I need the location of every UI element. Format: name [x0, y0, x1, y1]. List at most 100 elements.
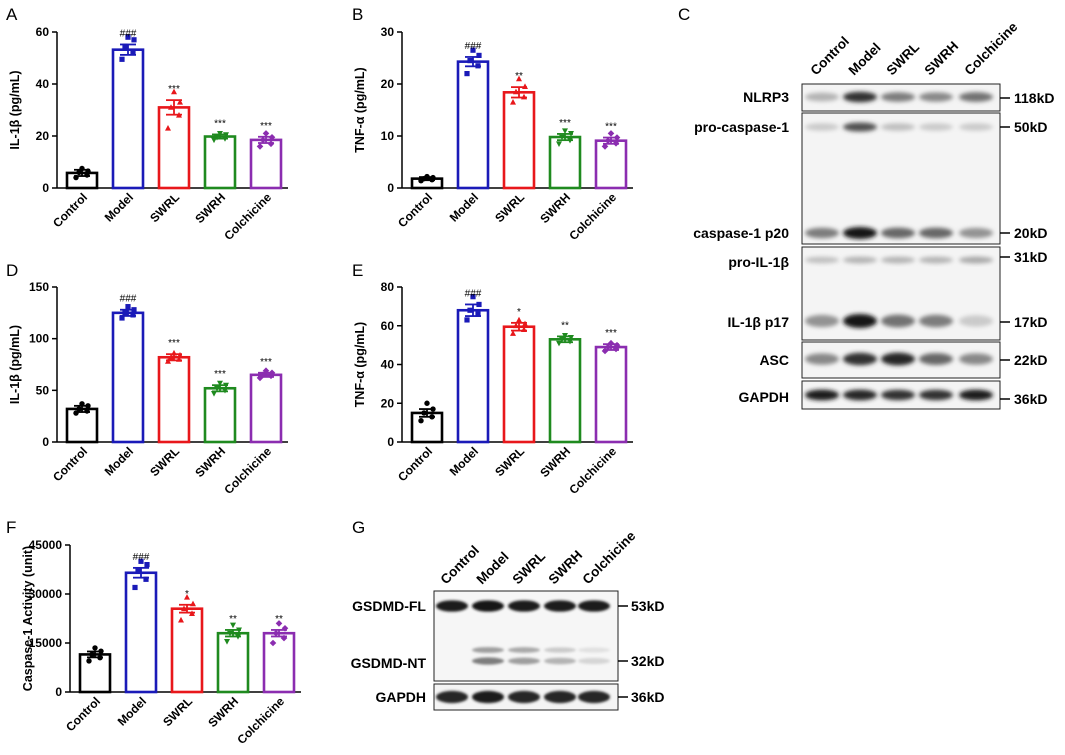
significance-label: ** [561, 320, 569, 331]
protein-band [843, 256, 877, 264]
data-point [214, 134, 220, 141]
y-axis-label: TNF-α (pg/mL) [353, 322, 367, 407]
data-point [130, 312, 136, 318]
bar-swrh [203, 135, 237, 190]
y-tick-label: 0 [42, 435, 49, 449]
protein-band [544, 690, 576, 704]
data-point [604, 343, 612, 351]
protein-band [436, 690, 468, 704]
significance-label: *** [168, 338, 180, 349]
data-point [85, 168, 91, 174]
significance-label: ### [465, 288, 482, 299]
data-point [467, 58, 473, 64]
y-tick-label: 30000 [29, 587, 63, 601]
data-point [181, 605, 187, 612]
bar-model [111, 48, 145, 190]
data-point [510, 330, 516, 336]
y-tick-label: 20 [381, 396, 395, 410]
y-tick-label: 20 [36, 129, 50, 143]
data-point [418, 417, 424, 424]
band-label: GSDMD-NT [351, 655, 427, 671]
significance-label: *** [559, 118, 571, 129]
size-marker-label: 32kD [631, 653, 664, 669]
lane-label: Control [808, 34, 853, 79]
x-tick-label: Model [115, 694, 149, 728]
panel-label-e: E [352, 261, 363, 280]
chart-panel-e: 0 20 40 60 80 TNF-α (pg/mL) Control ### Model * SW… [353, 280, 633, 497]
data-point [171, 349, 177, 356]
x-tick-label: Model [102, 444, 136, 478]
data-point [178, 616, 184, 623]
data-point [76, 406, 82, 412]
data-point [275, 620, 283, 627]
data-point [168, 354, 174, 360]
bar-model [456, 308, 490, 444]
data-point [143, 576, 149, 582]
significance-label: *** [214, 369, 226, 380]
y-tick-label: 40 [36, 77, 50, 91]
data-point [607, 339, 615, 347]
y-tick-label: 60 [36, 25, 50, 39]
x-tick-label: SWRL [492, 190, 527, 225]
data-point [230, 622, 236, 629]
data-point [189, 610, 195, 616]
data-point [168, 104, 174, 110]
lane-label: SWRL [510, 548, 549, 587]
protein-band [805, 92, 839, 102]
data-point [424, 400, 430, 406]
bar-control [78, 653, 112, 694]
protein-band [508, 647, 540, 653]
protein-band [959, 123, 993, 131]
significance-label: *** [168, 84, 180, 95]
protein-band [578, 657, 610, 665]
y-tick-label: 0 [387, 435, 394, 449]
protein-band [881, 256, 915, 264]
y-tick-label: 20 [381, 77, 395, 91]
data-point [125, 34, 131, 40]
data-point [177, 99, 183, 105]
data-point [79, 401, 85, 407]
data-point [144, 562, 150, 568]
data-point [262, 130, 270, 137]
data-point [122, 43, 128, 49]
protein-band [881, 352, 915, 366]
bar-colchicine [594, 345, 628, 444]
bar-model [456, 60, 490, 190]
y-tick-label: 40 [381, 358, 395, 372]
y-axis-label: IL-1β (pg/mL) [8, 70, 22, 149]
data-point [217, 380, 223, 387]
panel-label-c: C [678, 5, 690, 24]
data-point [421, 410, 427, 416]
chart-panel-b: 0 10 20 30 TNF-α (pg/mL) Control ### Model ** SWR… [353, 25, 633, 243]
data-point [135, 568, 141, 574]
y-tick-label: 10 [381, 129, 395, 143]
protein-band [881, 227, 915, 239]
data-point [222, 136, 228, 142]
band-label: GSDMD-FL [352, 598, 426, 614]
data-point [559, 134, 565, 141]
data-point [259, 136, 267, 144]
y-tick-label: 150 [29, 280, 49, 294]
protein-band [508, 690, 540, 704]
band-label: GAPDH [375, 689, 426, 705]
lane-label: Colchicine [580, 528, 639, 587]
bar-swrh [548, 135, 582, 190]
size-marker-label: 50kD [1014, 119, 1047, 135]
data-point [223, 132, 229, 138]
data-point [92, 645, 98, 651]
data-point [138, 558, 144, 564]
protein-band [919, 389, 953, 401]
data-point [262, 367, 270, 374]
data-point [281, 625, 289, 632]
data-point [567, 338, 573, 345]
data-point [470, 294, 476, 300]
size-marker-label: 22kD [1014, 352, 1047, 368]
protein-band [472, 647, 504, 653]
y-tick-label: 100 [29, 332, 49, 346]
data-point [522, 320, 528, 327]
band-label: IL-1β p17 [728, 314, 790, 330]
significance-label: ** [275, 614, 283, 625]
y-tick-label: 80 [381, 280, 395, 294]
protein-band [959, 353, 993, 365]
